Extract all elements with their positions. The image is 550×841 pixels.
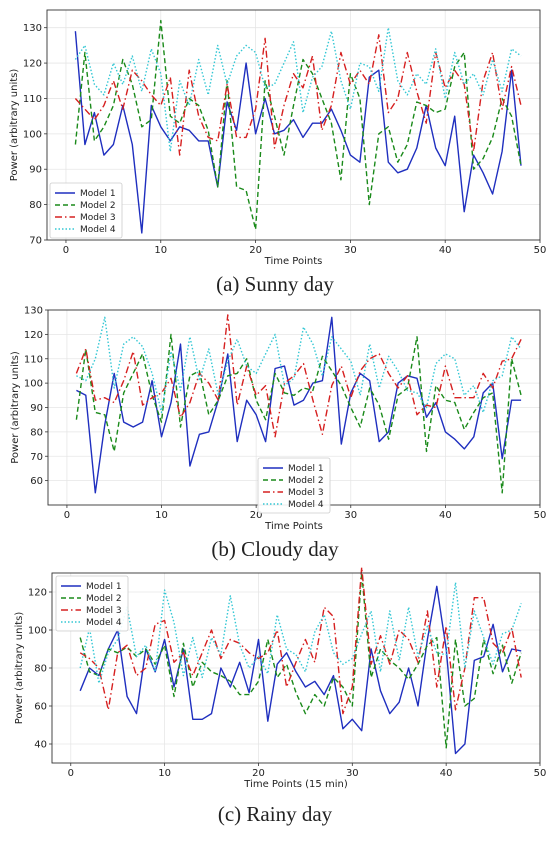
x-tick-label: 30 — [344, 245, 357, 256]
x-tick-label: 40 — [439, 510, 452, 521]
x-tick-label: 10 — [155, 510, 168, 521]
legend-label-model-3: Model 3 — [86, 606, 122, 616]
legend-label-model-3: Model 3 — [80, 213, 116, 223]
y-tick-label: 80 — [30, 427, 43, 438]
y-tick-label: 120 — [23, 59, 42, 70]
legend-label-model-4: Model 4 — [288, 500, 324, 510]
legend: Model 1 Model 2 Model 3 Model 4 — [49, 182, 123, 239]
y-tick-label: 110 — [24, 354, 43, 365]
y-tick-label: 70 — [30, 452, 43, 463]
legend-label-model-1: Model 1 — [80, 189, 116, 199]
caption-rainy: (c) Rainy day — [217, 802, 333, 826]
x-tick-label: 30 — [344, 510, 357, 521]
series-line-model-1 — [79, 585, 522, 755]
y-axis-label: Power (arbitrary units) — [14, 612, 25, 725]
legend-box — [55, 575, 129, 632]
legend-label-model-2: Model 2 — [288, 476, 324, 486]
x-tick-label: 40 — [439, 245, 452, 256]
x-tick-label: 50 — [534, 245, 547, 256]
y-tick-label: 100 — [23, 129, 42, 140]
series-line-model-2 — [74, 19, 522, 231]
y-tick-label: 120 — [24, 330, 43, 341]
chart-panel-cloudy: 0 10 20 30 40 50 60 70 80 90 100 110 120 130 Time Poin… — [0, 305, 550, 565]
x-axis-label: Time Points — [264, 256, 323, 267]
chart-sunny: 0 10 20 30 40 50 70 80 90 100 110 120 130 Time Points… — [9, 9, 547, 267]
x-tick-label: 30 — [346, 768, 359, 779]
legend-label-model-3: Model 3 — [288, 488, 324, 498]
x-tick-label: 0 — [68, 768, 74, 779]
y-tick-label: 80 — [34, 664, 47, 675]
y-tick-label: 110 — [23, 94, 42, 105]
x-tick-label: 20 — [252, 768, 265, 779]
legend-label-model-1: Model 1 — [288, 464, 324, 474]
y-tick-label: 120 — [28, 588, 47, 599]
x-axis-label: Time Points (15 min) — [243, 779, 348, 790]
series-line-model-4 — [79, 581, 522, 684]
legend: Model 1 Model 2 Model 3 Model 4 — [55, 575, 129, 632]
legend-label-model-4: Model 4 — [86, 618, 122, 628]
y-tick-label: 130 — [23, 23, 42, 34]
y-tick-label: 90 — [30, 403, 43, 414]
y-tick-label: 60 — [30, 476, 43, 487]
x-axis-label: Time Points — [264, 521, 323, 532]
series-line-model-4 — [76, 316, 522, 414]
series-line-model-2 — [75, 333, 522, 494]
x-tick-label: 10 — [154, 245, 167, 256]
y-tick-label: 130 — [24, 306, 43, 317]
x-tick-label: 20 — [250, 510, 263, 521]
y-tick-label: 70 — [29, 236, 42, 247]
y-tick-label: 40 — [34, 740, 47, 751]
x-tick-label: 50 — [534, 510, 547, 521]
legend-label-model-2: Model 2 — [86, 594, 122, 604]
series-line-model-3 — [74, 34, 522, 156]
y-axis-label: Power (arbitrary units) — [10, 351, 21, 464]
x-tick-label: 20 — [249, 245, 262, 256]
y-tick-label: 100 — [28, 626, 47, 637]
caption-cloudy: (b) Cloudy day — [211, 537, 339, 561]
y-tick-label: 60 — [34, 702, 47, 713]
y-tick-label: 80 — [29, 200, 42, 211]
chart-rainy: 0 10 20 30 40 50 40 60 80 100 120 Time Points (15 m… — [14, 566, 546, 790]
series-line-model-1 — [74, 31, 522, 234]
x-tick-label: 40 — [440, 768, 453, 779]
y-axis-label: Power (arbitrary units) — [9, 69, 20, 182]
legend-label-model-4: Model 4 — [80, 225, 116, 235]
series-line-model-2 — [79, 572, 522, 749]
chart-panel-sunny: 0 10 20 30 40 50 70 80 90 100 110 120 130 Time Points… — [0, 0, 550, 300]
series-line-model-3 — [79, 566, 522, 715]
chart-cloudy: 0 10 20 30 40 50 60 70 80 90 100 110 120 130 Time Poin… — [10, 306, 547, 533]
plot-frame — [46, 9, 541, 241]
y-tick-label: 90 — [29, 165, 42, 176]
series-line-model-4 — [74, 27, 522, 153]
series-line-model-3 — [75, 314, 522, 438]
chart-panel-rainy: 0 10 20 30 40 50 40 60 80 100 120 Time Points (15 m… — [0, 565, 550, 841]
legend: Model 1 Model 2 Model 3 Model 4 — [257, 457, 331, 514]
legend-label-model-1: Model 1 — [86, 582, 122, 592]
legend-box — [257, 457, 331, 514]
x-tick-label: 0 — [64, 510, 70, 521]
y-tick-label: 100 — [24, 379, 43, 390]
legend-label-model-2: Model 2 — [80, 201, 116, 211]
x-tick-label: 0 — [63, 245, 69, 256]
legend-box — [49, 182, 123, 239]
x-tick-label: 10 — [158, 768, 171, 779]
x-tick-label: 50 — [534, 768, 547, 779]
caption-sunny: (a) Sunny day — [216, 272, 334, 296]
